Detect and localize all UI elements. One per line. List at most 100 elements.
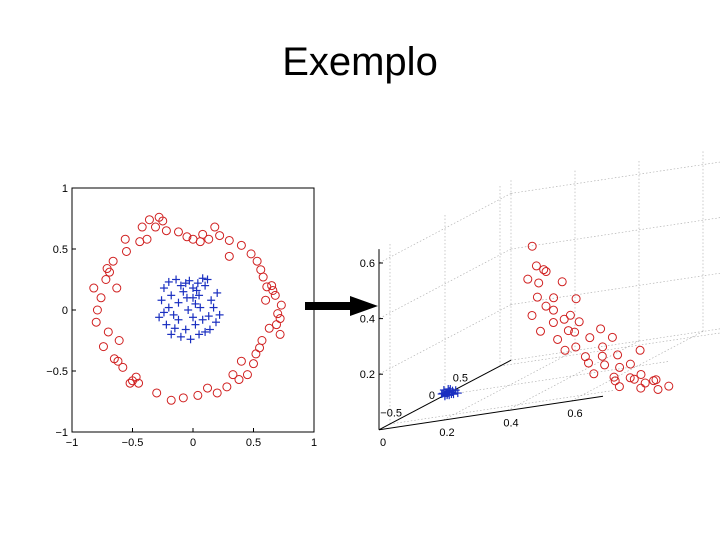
axis-line xyxy=(378,395,604,431)
inner-point xyxy=(155,313,164,322)
outer-point xyxy=(203,383,213,393)
outer-point-3d xyxy=(563,326,573,336)
grid-line xyxy=(442,350,576,421)
inner-point xyxy=(167,291,176,300)
y-tick-label: 0 xyxy=(429,390,435,402)
outer-point xyxy=(182,232,192,242)
outer-point-3d xyxy=(600,360,610,370)
outer-point-3d xyxy=(527,241,537,251)
outer-point-3d xyxy=(534,278,544,288)
outer-point xyxy=(112,283,122,293)
y-tick-label: 0.5 xyxy=(53,244,68,256)
outer-point-3d xyxy=(635,345,645,355)
inner-point xyxy=(215,310,224,319)
outer-point xyxy=(252,256,262,266)
outer-point-3d xyxy=(531,261,541,271)
x-tick-label: 0.4 xyxy=(503,418,518,430)
outer-point xyxy=(101,275,111,284)
outer-point xyxy=(114,336,124,345)
inner-point xyxy=(211,318,220,327)
outer-point-3d xyxy=(541,301,551,311)
outer-point-3d xyxy=(640,378,650,388)
outer-point xyxy=(270,290,280,300)
inner-point xyxy=(207,296,216,305)
outer-point-3d xyxy=(607,332,617,342)
x-tick-label: 1 xyxy=(311,437,317,449)
outer-point xyxy=(178,393,188,403)
grid-line xyxy=(389,390,615,425)
inner-point-3d xyxy=(448,387,457,396)
y-tick-label: −1 xyxy=(55,427,68,439)
outer-point xyxy=(91,317,101,327)
y-tick-label: 1 xyxy=(62,183,68,195)
inner-point xyxy=(201,327,210,336)
outer-point-3d xyxy=(625,359,635,369)
slide-title: Exemplo xyxy=(282,40,438,84)
x-tick-label: 0.6 xyxy=(567,408,582,420)
z-tick-label: 0.2 xyxy=(360,369,375,381)
outer-point-3d xyxy=(571,294,581,304)
outer-point-3d xyxy=(527,310,537,320)
inner-point xyxy=(176,281,185,290)
outer-point-3d xyxy=(625,373,635,383)
grid-line xyxy=(570,331,704,402)
outer-point xyxy=(234,375,244,385)
inner-point xyxy=(164,303,173,312)
outer-point-3d xyxy=(597,351,607,361)
outer-point-3d xyxy=(565,310,575,320)
outer-point-3d xyxy=(584,358,593,368)
outer-point xyxy=(228,370,238,380)
inner-point xyxy=(157,296,166,305)
inner-point xyxy=(191,299,200,308)
outer-point xyxy=(275,329,285,339)
outer-point-3d xyxy=(559,314,569,324)
outer-point xyxy=(275,314,285,324)
outer-point xyxy=(161,226,171,236)
outer-point xyxy=(236,240,246,250)
inner-point xyxy=(198,315,207,324)
outer-point xyxy=(224,251,234,261)
outer-point xyxy=(261,295,271,305)
outer-point-3d xyxy=(541,267,551,277)
inner-point xyxy=(174,298,183,307)
outer-point xyxy=(242,370,252,380)
outer-point xyxy=(273,309,283,319)
outer-point xyxy=(258,272,268,282)
outer-point-3d xyxy=(598,342,608,352)
grid-line xyxy=(510,161,720,194)
outer-point xyxy=(125,378,135,388)
inner-point xyxy=(162,320,171,329)
outer-point xyxy=(262,282,272,292)
outer-point xyxy=(154,212,164,222)
grid-line xyxy=(378,193,512,264)
outer-point-3d xyxy=(548,318,558,328)
outer-point xyxy=(89,283,99,293)
inner-point xyxy=(179,287,188,296)
outer-point xyxy=(193,390,203,400)
scatter-2d: −1 −0.5 0 0.5 1 1 0.5 0 −0.5 −1 xyxy=(46,183,317,449)
outer-point-3d xyxy=(585,333,595,343)
outer-point xyxy=(103,327,113,337)
outer-point-3d xyxy=(570,327,580,337)
outer-point xyxy=(118,362,128,372)
outer-point xyxy=(109,354,119,364)
grid-line xyxy=(510,217,720,250)
x-tick-label: −1 xyxy=(66,437,79,449)
z-tick-label: 0.4 xyxy=(360,314,375,326)
outer-point xyxy=(188,234,198,244)
y-tick-label: −0.5 xyxy=(380,407,402,419)
x-tick-label: 0.2 xyxy=(439,427,454,439)
outer-point-3d xyxy=(557,277,567,287)
y-tick-label: −0.5 xyxy=(46,366,68,378)
inner-point xyxy=(176,332,185,341)
arrow-icon xyxy=(305,296,378,316)
inner-point xyxy=(191,320,200,329)
inner-point xyxy=(198,274,207,283)
outer-point xyxy=(108,256,118,266)
outer-point xyxy=(264,323,274,333)
outer-point-3d xyxy=(653,384,663,394)
outer-point xyxy=(224,235,234,245)
outer-point-3d xyxy=(664,381,674,391)
z-tick-label: 0.6 xyxy=(360,258,375,270)
